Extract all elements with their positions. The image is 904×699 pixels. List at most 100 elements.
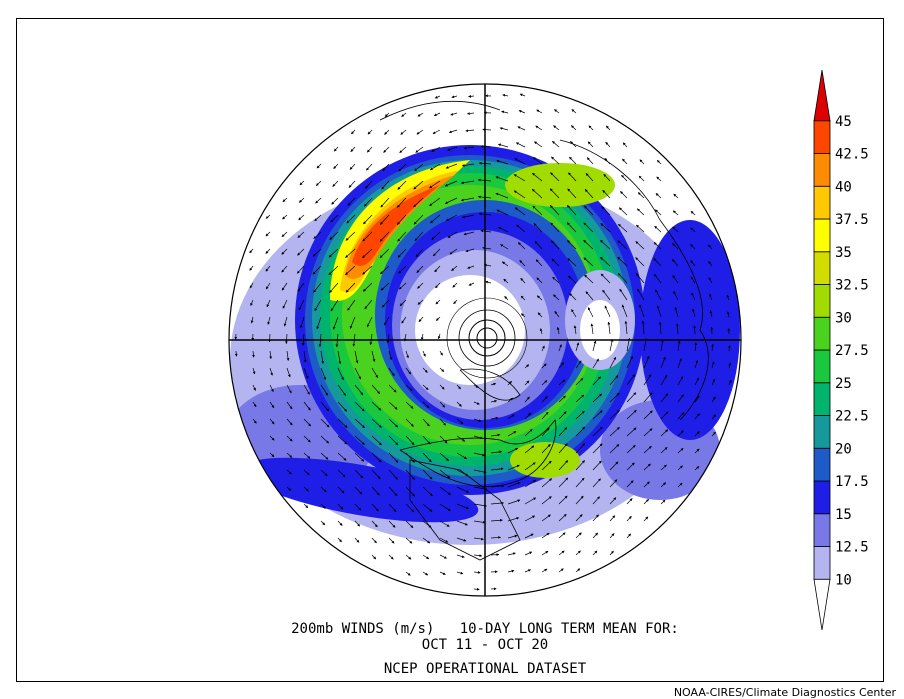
wind-arrow (473, 520, 486, 524)
wind-arrow (626, 462, 635, 471)
wind-arrow (524, 497, 537, 505)
wind-arrow (497, 143, 509, 148)
wind-arrow (709, 310, 713, 318)
wind-arrow (252, 367, 256, 375)
wind-arrow (422, 367, 428, 373)
wind-arrow (635, 257, 645, 267)
wind-arrow (463, 146, 475, 150)
wind-arrow (496, 209, 509, 216)
wind-arrow (592, 358, 599, 369)
wind-arrow (490, 553, 500, 557)
wind-arrow (405, 554, 412, 560)
wind-arrow (269, 435, 275, 441)
coastlines (379, 100, 709, 561)
wind-arrow (354, 520, 361, 527)
wind-arrow (507, 464, 520, 471)
wind-arrow (609, 461, 619, 471)
wind-arrow (626, 515, 632, 522)
wind-arrow (405, 503, 415, 513)
wind-arrow (371, 418, 382, 428)
wind-arrow (694, 466, 700, 471)
wind-arrow (439, 452, 450, 462)
wind-arrow (286, 350, 290, 361)
wind-arrow (604, 305, 611, 318)
wind-arrow (585, 291, 594, 301)
wind-arrow (351, 129, 356, 135)
colorbar-swatch (813, 69, 831, 122)
wind-arrow (585, 173, 594, 182)
wind-arrow (535, 259, 543, 267)
wind-arrow (354, 350, 359, 364)
wind-arrow (518, 110, 526, 114)
wind-arrow (332, 316, 339, 330)
wind-arrow (473, 401, 480, 405)
wind-arrow (571, 109, 577, 114)
wind-arrow (626, 409, 637, 420)
wind-arrow (473, 571, 481, 574)
colorbar-label: 25 (835, 376, 852, 392)
wind-arrow (504, 295, 509, 301)
wind-arrow (517, 126, 526, 131)
wind-arrow (460, 197, 475, 202)
wind-arrow (660, 356, 666, 369)
wind-arrow (430, 214, 441, 224)
wind-arrow (516, 224, 526, 233)
wind-arrow (534, 141, 543, 148)
wind-arrow (422, 486, 433, 497)
wind-arrow (672, 226, 679, 233)
wind-arrow (541, 568, 548, 573)
wind-arrow (537, 312, 543, 318)
wind-arrow (422, 401, 430, 409)
wind-arrow (536, 109, 543, 114)
wind-arrow (439, 554, 448, 559)
wind-arrow (320, 469, 328, 477)
wind-arrow (388, 401, 398, 410)
wind-arrow (575, 514, 583, 522)
wind-arrow (556, 326, 560, 335)
wind-arrow (600, 239, 611, 250)
wind-arrow (660, 429, 669, 437)
wind-arrow (592, 393, 603, 403)
wind-arrow (656, 305, 662, 318)
wind-arrow (363, 197, 373, 207)
wind-arrow (626, 533, 632, 539)
wind-arrow (383, 146, 390, 153)
wind-arrow (337, 435, 348, 445)
wind-arrow (473, 587, 480, 591)
wind-arrow (609, 409, 620, 420)
colorbar-label: 15 (835, 507, 852, 523)
wind-arrow (592, 550, 598, 556)
wind-arrow (380, 282, 390, 291)
wind-arrow (450, 112, 458, 116)
wind-arrow (690, 276, 696, 284)
wind-arrow (388, 520, 396, 528)
wind-arrow (653, 258, 662, 267)
wind-arrow (297, 282, 305, 292)
wind-arrow (333, 146, 339, 152)
wind-arrow (660, 482, 667, 488)
wind-arrow (431, 146, 441, 153)
wind-arrow (677, 447, 684, 454)
wind-arrow (350, 146, 356, 152)
wind-arrow (541, 496, 552, 505)
wind-arrow (452, 282, 458, 288)
wind-arrow (532, 205, 543, 216)
wind-arrow (285, 333, 288, 345)
wind-arrow (677, 482, 683, 488)
wind-arrow (549, 188, 560, 199)
wind-arrow (299, 180, 305, 186)
wind-arrow (439, 350, 443, 356)
wind-arrow (473, 469, 487, 474)
wind-arrow (456, 486, 470, 493)
wind-arrow (711, 396, 716, 403)
wind-arrow (626, 498, 633, 505)
wind-arrow (456, 401, 462, 407)
wind-arrow (314, 214, 322, 222)
wind-arrow (590, 323, 594, 335)
wind-arrow (444, 180, 458, 187)
wind-arrow (337, 452, 347, 461)
wind-arrow (451, 95, 458, 99)
wind-arrow (519, 260, 526, 267)
wind-arrow (362, 248, 373, 259)
wind-arrow (558, 362, 565, 369)
